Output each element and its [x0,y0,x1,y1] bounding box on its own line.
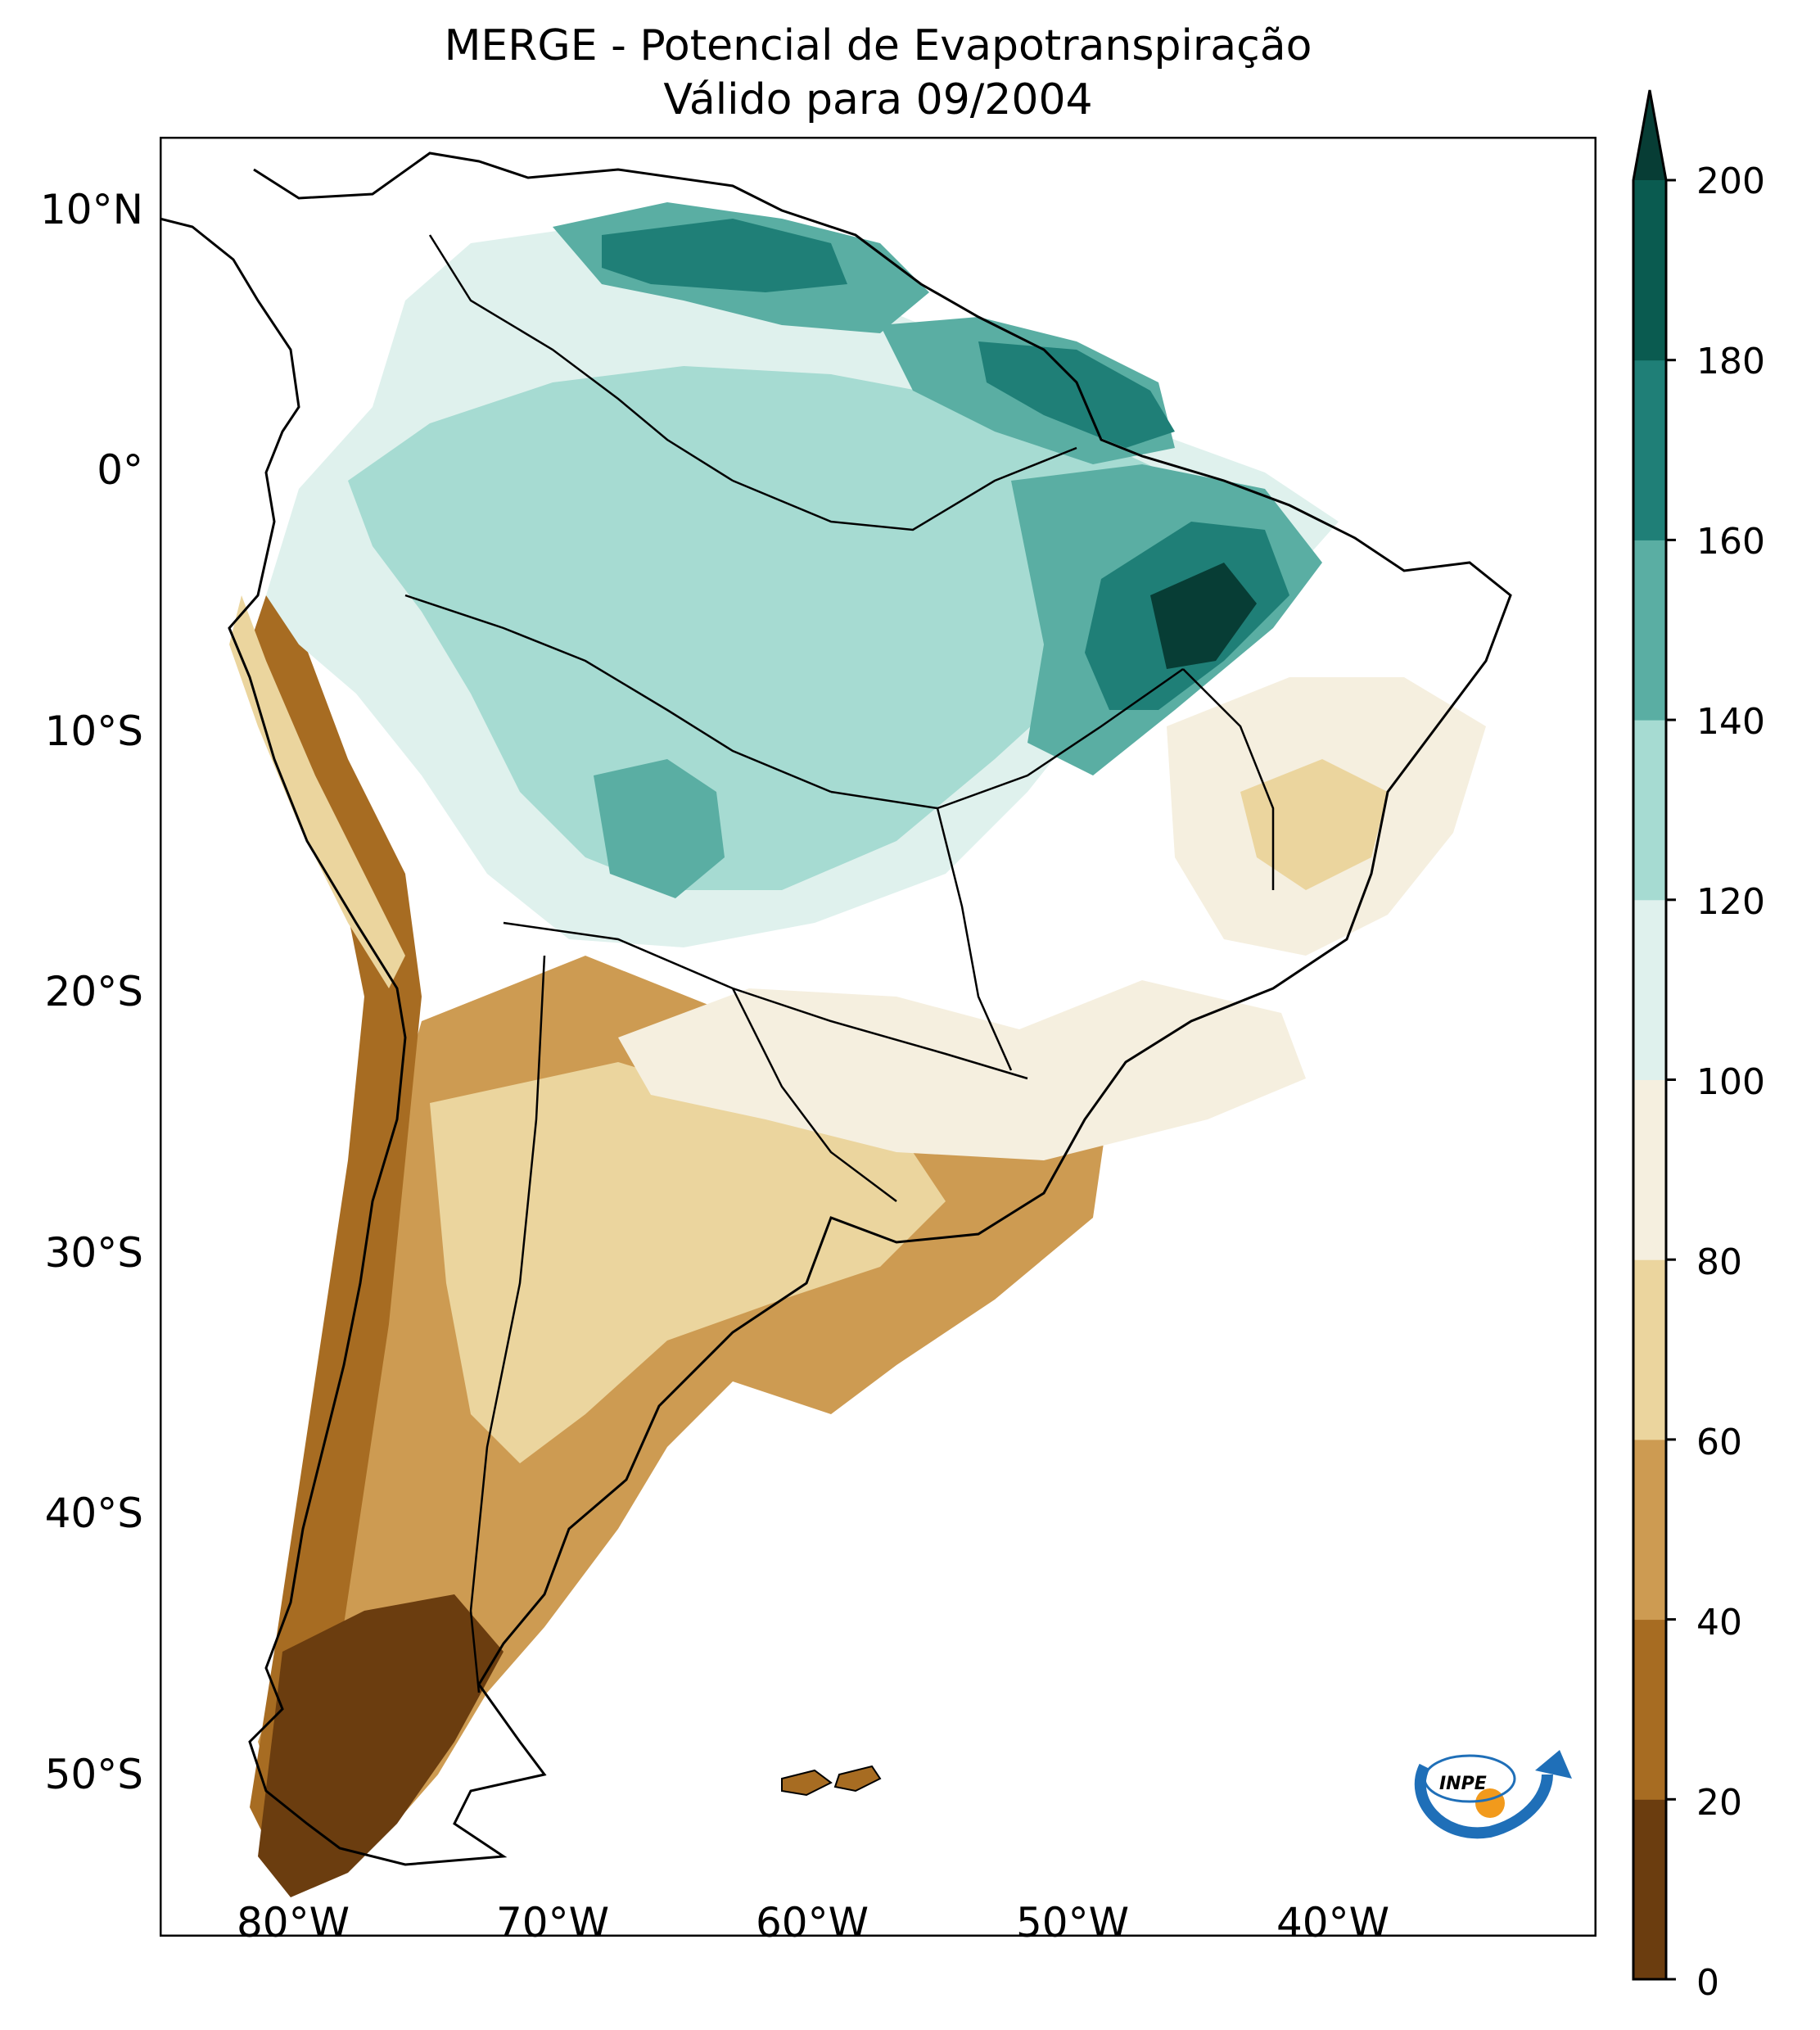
inpe-logo: INPE [1414,1750,1572,1839]
border-lines [404,234,1275,1693]
colorbar-segment [1633,1079,1666,1260]
colorbar-tick-label: 20 [1696,1782,1742,1824]
lon-tick-label: 40°W [1276,1899,1390,1946]
logo-text: INPE [1439,1774,1487,1794]
logo-orbit [1423,1754,1516,1803]
dark-teal-2 [978,341,1175,448]
colorbar-tick-label: 120 [1696,881,1765,923]
figure-subtitle: Válido para 09/2004 [663,75,1093,124]
colorbar-extend-arrow [1633,90,1666,180]
lat-tick-label: 10°S [44,708,143,755]
colorbar-segment [1633,1799,1666,1980]
lat-tick-label: 0° [97,446,143,494]
colorbar-segment [1633,1439,1666,1621]
logo-swoosh [1414,1763,1553,1839]
logo-arrow-icon [1535,1750,1572,1779]
colorbar-segment [1633,359,1666,540]
colorbar-segment [1633,1619,1666,1800]
lat-tick-label: 10°N [39,186,143,233]
map-panel: INPE [160,137,1596,1937]
plains-tan [430,1062,946,1463]
northeast-tan [1240,759,1388,890]
patagonia-dark [258,1594,504,1897]
colorbar-tick-label: 80 [1696,1241,1742,1283]
lon-tick-label: 70°W [495,1899,610,1946]
colorbar-tick-label: 100 [1696,1061,1765,1103]
colorbar-tick-label: 0 [1696,1962,1719,2004]
coast-dry-strip [229,595,405,988]
colorbar-tick-label: 60 [1696,1422,1742,1463]
colorbar-tick-label: 40 [1696,1602,1742,1643]
colorbar [1632,89,1676,1981]
colorbar-tick-label: 200 [1696,161,1765,202]
colorbar-segment [1633,899,1666,1080]
colorbar-tick-label: 160 [1696,521,1765,563]
falkland-islands [781,1765,882,1797]
colorbar-segment [1633,180,1666,361]
dark-teal-1 [602,219,847,292]
colorbar-segment [1633,540,1666,721]
southeast-cream [618,980,1306,1160]
colorbar-segment [1633,720,1666,901]
lat-tick-label: 20°S [44,968,143,1015]
colorbar-tick-label: 180 [1696,341,1765,382]
colorbar-outline [1632,89,1668,1981]
lat-tick-label: 40°S [44,1490,143,1537]
lon-tick-label: 80°W [236,1899,350,1946]
coastline [160,151,1512,1866]
figure-title: MERGE - Potencial de Evapotranspiração [444,21,1312,70]
lon-tick-label: 50°W [1015,1899,1130,1946]
lon-tick-label: 60°W [755,1899,869,1946]
dark-teal-4 [1150,563,1257,669]
lat-tick-label: 50°S [44,1751,143,1798]
map-frame [160,137,1596,1937]
colorbar-segment [1633,1259,1666,1440]
teal-patch-west [594,759,725,898]
colorbar-tick-label: 140 [1696,701,1765,743]
lat-tick-label: 30°S [44,1229,143,1277]
